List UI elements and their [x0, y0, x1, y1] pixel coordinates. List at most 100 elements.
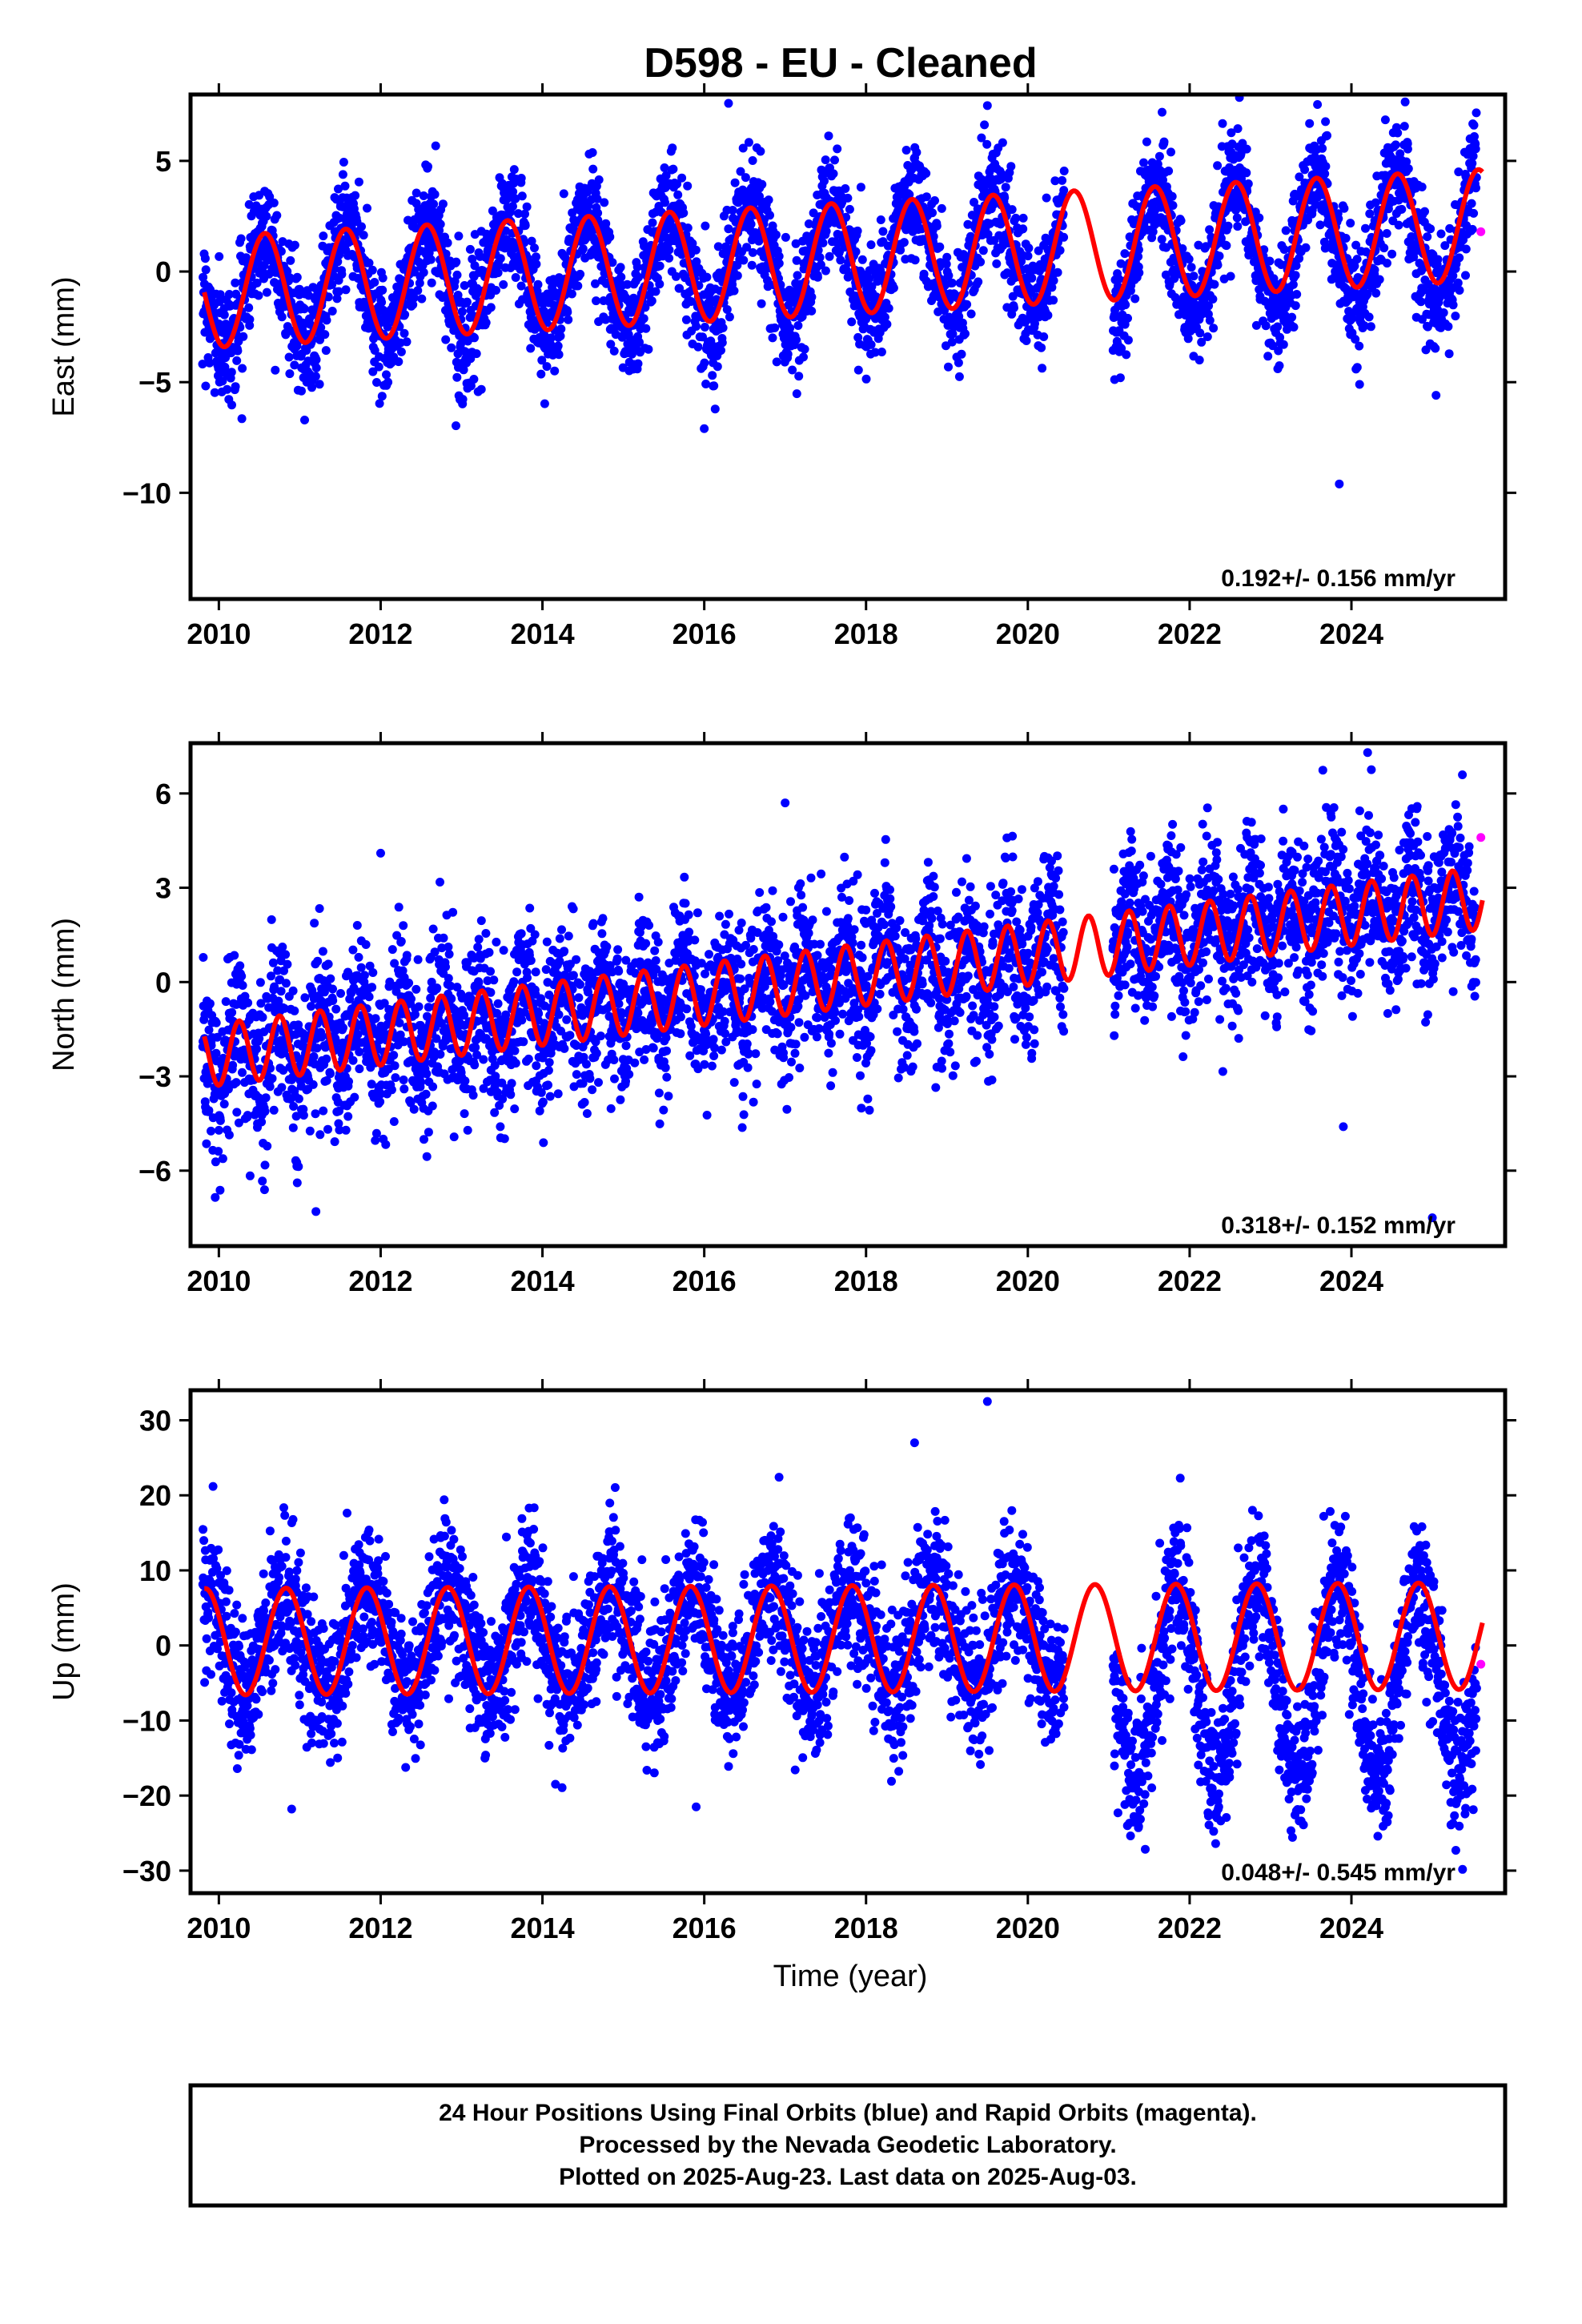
- east-final-point: [675, 283, 685, 293]
- east-final-point: [1439, 308, 1448, 317]
- east-final-point: [708, 371, 717, 380]
- east-final-point: [1121, 300, 1130, 310]
- east-final-point: [431, 141, 440, 151]
- east-final-point: [383, 377, 393, 387]
- east-final-point: [486, 303, 496, 312]
- east-final-point: [233, 346, 243, 356]
- north-panel: 2010 2012 2014 2016 2018 2020 2022 2024630−3−6N…: [47, 732, 1516, 1297]
- north-final-point: [235, 961, 245, 971]
- east-final-point: [452, 421, 460, 431]
- east-final-point: [232, 356, 242, 365]
- east-final-point: [470, 333, 479, 343]
- east-final-point: [481, 318, 491, 328]
- north-final-point: [395, 1018, 404, 1027]
- east-final-point: [772, 357, 781, 367]
- east-final-point: [588, 164, 598, 174]
- north-final-point: [355, 1047, 364, 1056]
- east-final-point: [717, 346, 725, 355]
- east-final-point: [866, 340, 876, 349]
- north-final-point: [227, 1007, 237, 1017]
- east-final-point: [665, 253, 674, 263]
- north-final-point: [230, 951, 239, 960]
- north-final-point: [441, 962, 450, 971]
- east-final-point: [935, 242, 945, 251]
- east-final-point: [1352, 255, 1362, 264]
- north-final-point: [277, 1083, 287, 1092]
- north-final-point: [269, 1105, 279, 1115]
- east-final-point: [1115, 373, 1125, 383]
- east-final-point: [966, 309, 976, 319]
- east-final-point: [901, 225, 911, 235]
- north-final-point: [265, 1082, 275, 1092]
- east-final-point: [517, 191, 527, 201]
- east-final-point: [499, 279, 508, 289]
- east-final-point: [616, 272, 626, 282]
- east-final-point: [1315, 220, 1325, 230]
- east-final-point: [641, 324, 651, 333]
- east-final-point: [1123, 336, 1133, 345]
- north-final-point: [460, 1076, 470, 1086]
- north-final-point: [391, 1073, 400, 1083]
- north-final-point: [307, 1002, 315, 1011]
- east-final-point: [998, 138, 1007, 147]
- east-final-point: [419, 267, 428, 277]
- north-final-point: [341, 1125, 351, 1135]
- east-final-point: [702, 272, 712, 282]
- east-final-point: [199, 272, 208, 282]
- north-final-point: [428, 924, 438, 934]
- east-final-point: [681, 315, 691, 324]
- east-final-point: [616, 263, 625, 272]
- east-final-point: [1059, 167, 1069, 175]
- east-final-point: [1265, 256, 1275, 266]
- east-final-point: [853, 332, 863, 342]
- east-final-point: [340, 181, 350, 191]
- east-final-point: [465, 244, 475, 254]
- east-final-point: [511, 194, 520, 203]
- north-final-point: [260, 1160, 270, 1170]
- north-final-point: [318, 947, 327, 956]
- east-final-point: [482, 229, 492, 239]
- east-final-point: [1379, 243, 1389, 253]
- east-final-point: [1055, 246, 1065, 255]
- north-final-point: [348, 1055, 358, 1065]
- east-final-point: [1157, 235, 1166, 244]
- east-final-point: [1232, 213, 1242, 223]
- east-final-point: [1355, 380, 1364, 389]
- east-final-point: [1261, 321, 1271, 331]
- north-final-point: [328, 984, 337, 994]
- east-final-point: [1215, 251, 1224, 261]
- north-final-point: [258, 1176, 267, 1186]
- north-final-point: [371, 1014, 380, 1023]
- east-final-point: [223, 384, 232, 394]
- east-final-point: [532, 252, 540, 262]
- east-final-point: [269, 198, 279, 207]
- east-final-point: [320, 330, 330, 340]
- north-final-point: [294, 1094, 303, 1104]
- east-final-point: [469, 375, 479, 384]
- north-final-point: [409, 1104, 419, 1114]
- east-final-point: [1164, 167, 1174, 175]
- east-final-point: [744, 138, 753, 147]
- east-final-point: [457, 307, 467, 316]
- east-final-point: [747, 260, 757, 270]
- north-final-point: [444, 950, 454, 959]
- east-final-point: [412, 188, 421, 198]
- north-final-point: [268, 958, 278, 967]
- east-final-point: [1059, 232, 1069, 242]
- east-final-point: [513, 209, 523, 219]
- east-y-tick-label: −10: [122, 476, 171, 509]
- east-final-point: [1346, 219, 1355, 228]
- east-final-point: [438, 199, 448, 209]
- east-final-point: [335, 250, 344, 259]
- east-final-point: [901, 146, 911, 155]
- north-final-point: [422, 1152, 432, 1161]
- east-final-point: [277, 312, 287, 322]
- east-final-point: [581, 234, 591, 243]
- east-final-point: [1209, 324, 1219, 333]
- east-final-point: [508, 187, 518, 196]
- east-final-point: [1018, 213, 1028, 223]
- east-final-point: [215, 297, 224, 307]
- east-final-point: [1426, 224, 1435, 234]
- east-final-point: [1451, 312, 1460, 321]
- east-final-point: [961, 329, 970, 339]
